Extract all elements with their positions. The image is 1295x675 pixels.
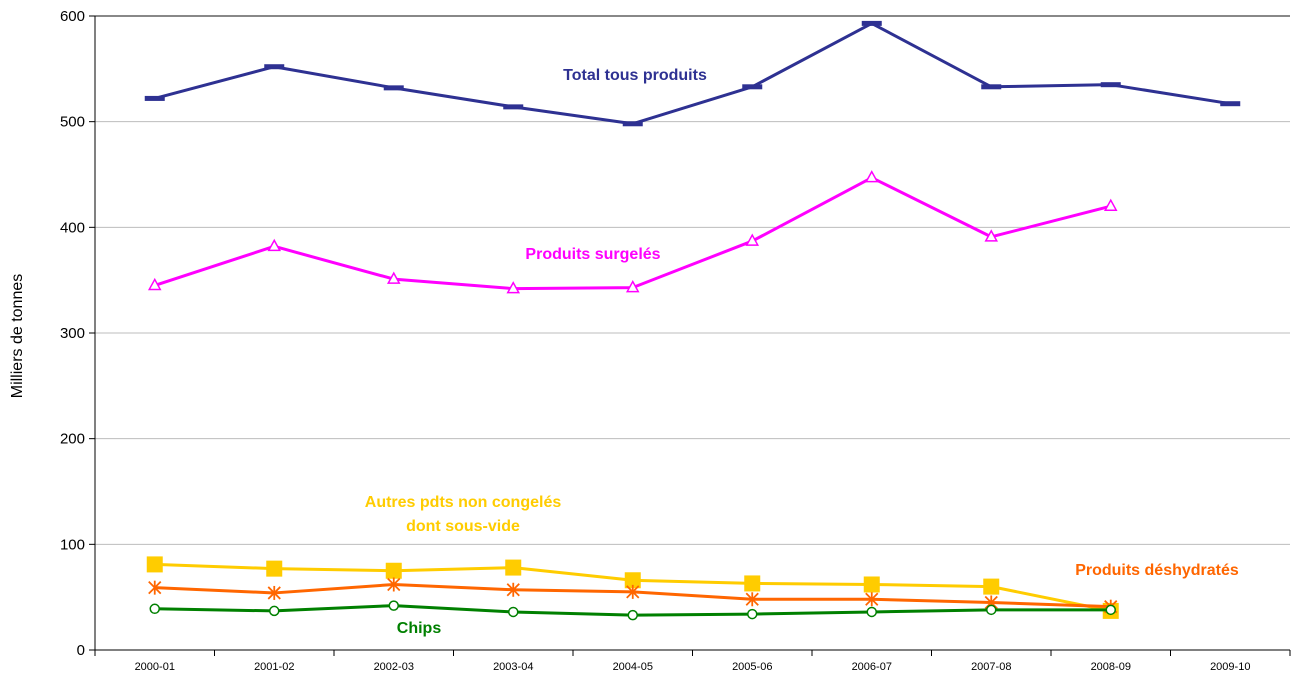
- data-point: [264, 64, 285, 70]
- data-point: [266, 560, 283, 577]
- data-point: [745, 233, 760, 246]
- x-tick-label: 2007-08: [971, 661, 1011, 673]
- series-label-line: dont sous-vide: [406, 518, 520, 535]
- x-tick-label: 2005-06: [732, 661, 772, 673]
- data-point: [861, 20, 882, 26]
- data-point: [267, 238, 282, 252]
- series-1: [147, 170, 1118, 294]
- data-point: [387, 577, 401, 592]
- x-tick-label: 2004-05: [613, 661, 653, 673]
- data-point: [983, 578, 1000, 595]
- data-point: [506, 281, 521, 294]
- data-point: [864, 170, 879, 183]
- data-point: [148, 580, 162, 595]
- data-point: [144, 95, 165, 101]
- data-point: [383, 85, 404, 91]
- series-line: [154, 21, 1231, 126]
- series-label-line: Total tous produits: [563, 67, 707, 84]
- data-point: [742, 84, 763, 90]
- data-point: [865, 592, 879, 607]
- data-point: [747, 608, 758, 620]
- data-point: [1105, 604, 1116, 616]
- axes: [89, 15, 1291, 656]
- data-point: [745, 592, 759, 607]
- series-label: Produits déshydratés: [1075, 562, 1239, 579]
- data-point: [269, 605, 280, 617]
- y-tick-label: 600: [60, 8, 85, 25]
- grid-lines: [95, 15, 1290, 545]
- x-tick-labels: 2000-01 2001-02 2002-03 2003-04 2004-05 2005-…: [135, 661, 1251, 673]
- data-point: [146, 556, 163, 573]
- y-tick-label: 500: [60, 114, 85, 131]
- data-point: [149, 603, 160, 615]
- data-point: [267, 585, 281, 600]
- series-label-line: Produits déshydratés: [1075, 562, 1239, 579]
- data-point: [984, 229, 999, 242]
- data-point: [981, 84, 1002, 90]
- x-tick-label: 2003-04: [493, 661, 533, 673]
- x-tick-label: 2001-02: [254, 661, 294, 673]
- data-point: [624, 572, 641, 589]
- series-label: Produits surgelés: [525, 246, 660, 263]
- y-tick-label: 100: [60, 536, 85, 553]
- series-2: [146, 556, 1119, 619]
- series-label-line: Produits surgelés: [525, 246, 660, 263]
- data-point: [386, 271, 401, 284]
- y-tick-label: 0: [77, 642, 85, 659]
- data-point: [863, 576, 880, 593]
- x-tick-label: 2000-01: [135, 661, 175, 673]
- data-point: [385, 562, 402, 579]
- series-label-line: Autres pdts non congelés: [365, 494, 562, 511]
- y-tick-label: 300: [60, 325, 85, 342]
- data-point: [388, 600, 399, 611]
- series-label: Autres pdts non congelés dont sous-vide: [365, 494, 562, 535]
- data-point: [986, 604, 997, 616]
- data-point: [1100, 82, 1121, 88]
- series-group: [144, 20, 1241, 621]
- y-axis-label: Milliers de tonnes: [9, 274, 26, 399]
- x-tick-label: 2006-07: [852, 661, 892, 673]
- data-point: [744, 575, 761, 592]
- data-point: [1220, 101, 1241, 107]
- x-tick-label: 2002-03: [374, 661, 414, 673]
- data-point: [625, 280, 640, 293]
- series-label: Chips: [397, 620, 442, 637]
- series-4: [149, 600, 1116, 621]
- series-label: Total tous produits: [563, 67, 707, 84]
- data-point: [506, 582, 520, 597]
- data-point: [626, 584, 640, 599]
- data-point: [866, 606, 877, 618]
- series-label-line: Chips: [397, 620, 442, 637]
- y-tick-label: 400: [60, 219, 85, 236]
- y-tick-label: 200: [60, 431, 85, 448]
- data-point: [503, 104, 524, 110]
- series-line: [154, 176, 1112, 291]
- data-point: [627, 609, 638, 621]
- data-point: [1103, 198, 1118, 211]
- x-tick-label: 2009-10: [1210, 661, 1250, 673]
- series-labels: Total tous produits Produits surgelés Autr…: [365, 67, 1239, 637]
- y-tick-labels: 0 100 200 300 400 500 600: [60, 8, 85, 659]
- data-point: [147, 277, 162, 291]
- series-0: [144, 20, 1241, 127]
- data-point: [508, 606, 519, 618]
- data-point: [622, 121, 643, 127]
- x-tick-label: 2008-09: [1091, 661, 1131, 673]
- data-point: [505, 559, 522, 576]
